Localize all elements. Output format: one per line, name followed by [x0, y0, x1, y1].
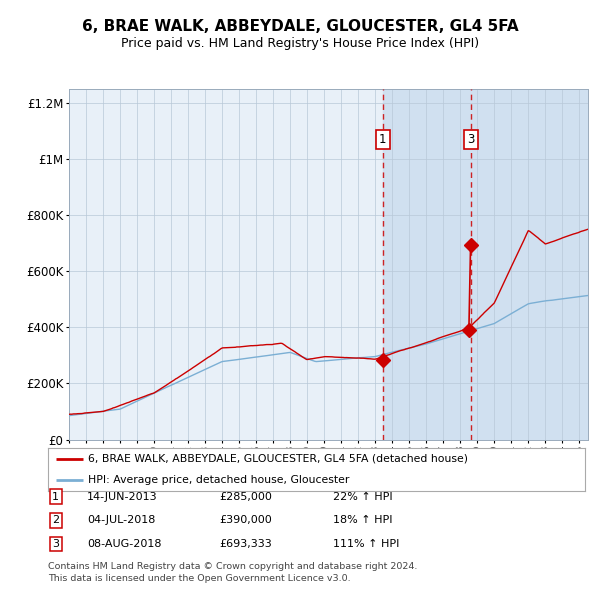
- Text: £693,333: £693,333: [219, 539, 272, 549]
- Text: 6, BRAE WALK, ABBEYDALE, GLOUCESTER, GL4 5FA: 6, BRAE WALK, ABBEYDALE, GLOUCESTER, GL4…: [82, 19, 518, 34]
- Text: £285,000: £285,000: [219, 492, 272, 502]
- Text: £390,000: £390,000: [219, 516, 272, 525]
- Text: 08-AUG-2018: 08-AUG-2018: [87, 539, 161, 549]
- Text: This data is licensed under the Open Government Licence v3.0.: This data is licensed under the Open Gov…: [48, 574, 350, 583]
- Text: Price paid vs. HM Land Registry's House Price Index (HPI): Price paid vs. HM Land Registry's House …: [121, 37, 479, 50]
- Text: 1: 1: [52, 492, 59, 502]
- Text: 3: 3: [467, 133, 474, 146]
- Text: 14-JUN-2013: 14-JUN-2013: [87, 492, 158, 502]
- Text: 1: 1: [379, 133, 386, 146]
- Text: 04-JUL-2018: 04-JUL-2018: [87, 516, 155, 525]
- Text: HPI: Average price, detached house, Gloucester: HPI: Average price, detached house, Glou…: [88, 475, 350, 485]
- Text: Contains HM Land Registry data © Crown copyright and database right 2024.: Contains HM Land Registry data © Crown c…: [48, 562, 418, 571]
- Text: 18% ↑ HPI: 18% ↑ HPI: [333, 516, 392, 525]
- Text: 111% ↑ HPI: 111% ↑ HPI: [333, 539, 400, 549]
- Text: 22% ↑ HPI: 22% ↑ HPI: [333, 492, 392, 502]
- Text: 3: 3: [52, 539, 59, 549]
- Text: 2: 2: [52, 516, 59, 525]
- Bar: [383, 88, 588, 440]
- Text: 6, BRAE WALK, ABBEYDALE, GLOUCESTER, GL4 5FA (detached house): 6, BRAE WALK, ABBEYDALE, GLOUCESTER, GL4…: [88, 454, 468, 464]
